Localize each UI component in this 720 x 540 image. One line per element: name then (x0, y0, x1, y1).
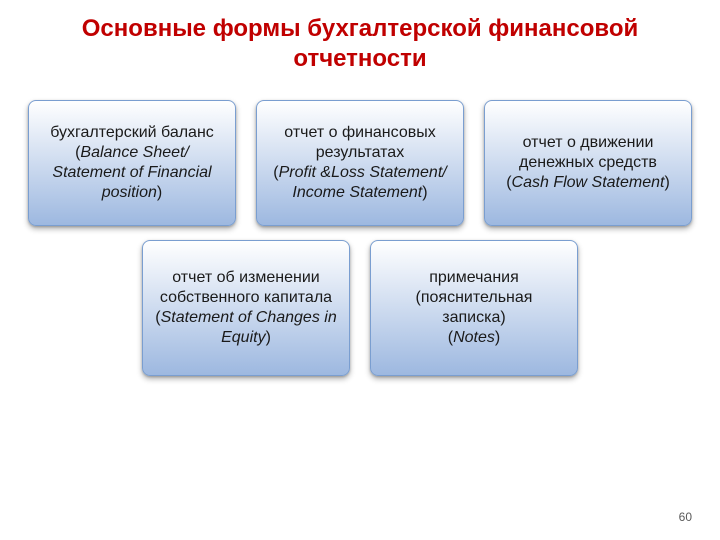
card-ru-label: отчет об изменении собственного капитала (155, 268, 337, 308)
card-balance-sheet: бухгалтерский баланс (Balance Sheet/ Sta… (28, 100, 236, 226)
card-ru-label: отчет о финансовых результатах (269, 123, 451, 163)
card-en-label: (Profit &Loss Statement/ Income Statemen… (269, 163, 451, 203)
card-ru-label: отчет о движении денежных средств (497, 133, 679, 173)
card-row-1: бухгалтерский баланс (Balance Sheet/ Sta… (0, 100, 720, 226)
card-notes: примечания (пояснительная записка) (Note… (370, 240, 578, 376)
card-ru-label: бухгалтерский баланс (50, 123, 214, 143)
card-en-label: (Cash Flow Statement) (506, 173, 670, 193)
card-en-label: (Statement of Changes in Equity) (155, 308, 337, 348)
card-ru-label: примечания (пояснительная записка) (383, 268, 565, 328)
card-grid: бухгалтерский баланс (Balance Sheet/ Sta… (0, 100, 720, 376)
card-changes-equity: отчет об изменении собственного капитала… (142, 240, 350, 376)
page-number: 60 (679, 510, 692, 524)
card-cash-flow: отчет о движении денежных средств (Cash … (484, 100, 692, 226)
card-en-label: (Notes) (448, 328, 500, 348)
card-en-label: (Balance Sheet/ Statement of Financial p… (41, 143, 223, 203)
slide-title: Основные формы бухгалтерской финансовой … (0, 0, 720, 74)
card-row-2: отчет об изменении собственного капитала… (0, 240, 720, 376)
card-profit-loss: отчет о финансовых результатах (Profit &… (256, 100, 464, 226)
